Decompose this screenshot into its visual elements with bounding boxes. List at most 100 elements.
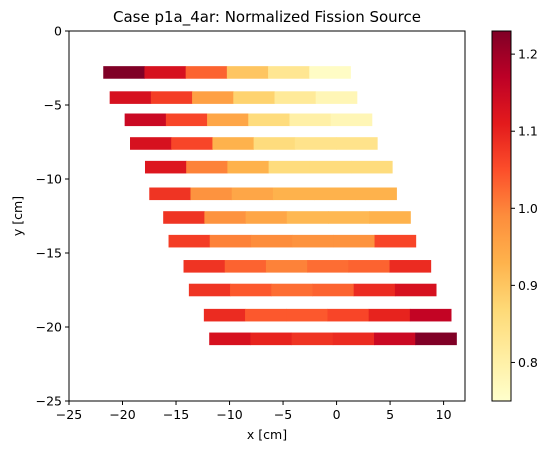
data-row bbox=[163, 211, 411, 224]
heatmap-cell bbox=[394, 283, 437, 297]
heatmap-cell bbox=[224, 260, 267, 273]
heatmap-cell bbox=[130, 137, 172, 150]
heatmap-cell bbox=[369, 211, 411, 224]
y-axis-label: y [cm] bbox=[10, 196, 25, 236]
x-tick-label: −25 bbox=[56, 407, 82, 422]
data-row bbox=[103, 66, 351, 79]
heatmap-cell bbox=[374, 332, 416, 346]
heatmap-cell bbox=[103, 66, 145, 79]
x-tick-label: 5 bbox=[386, 407, 394, 422]
heatmap-cell bbox=[250, 234, 293, 248]
heatmap-cell bbox=[415, 332, 457, 346]
heatmap-cell bbox=[353, 283, 396, 297]
heatmap-cell bbox=[265, 260, 308, 273]
heatmap-cell bbox=[190, 187, 233, 201]
colorbar-tick-label: 0.9 bbox=[518, 278, 538, 293]
heatmap-cell bbox=[409, 308, 452, 322]
heatmap-cell bbox=[226, 66, 269, 79]
x-tick-label: 10 bbox=[436, 407, 452, 422]
y-tick-label: −20 bbox=[36, 320, 62, 335]
heatmap-cell bbox=[348, 260, 390, 273]
plot-area bbox=[103, 66, 457, 346]
heatmap-cell bbox=[186, 160, 228, 174]
data-row bbox=[149, 187, 397, 201]
heatmap-cell bbox=[327, 308, 370, 322]
heatmap-cell bbox=[286, 308, 328, 322]
heatmap-cell bbox=[292, 234, 334, 248]
data-row bbox=[124, 113, 373, 127]
axes-frame bbox=[68, 30, 466, 402]
x-tick-label: 0 bbox=[333, 407, 341, 422]
heatmap-cell bbox=[171, 137, 213, 150]
heatmap-cell bbox=[250, 332, 293, 346]
heatmap-cell bbox=[314, 187, 356, 201]
heatmap-cell bbox=[248, 113, 290, 127]
heatmap-cell bbox=[207, 113, 249, 127]
colorbar-gradient bbox=[491, 30, 512, 402]
heatmap-cell bbox=[336, 137, 378, 150]
x-axis: −25 −20 −15 −10 −5 0 5 10 bbox=[56, 401, 452, 422]
heatmap-cell bbox=[333, 234, 375, 248]
heatmap-cell bbox=[309, 66, 351, 79]
heatmap-cell bbox=[268, 66, 310, 79]
y-tick-label: −5 bbox=[44, 98, 62, 113]
heatmap-cell bbox=[144, 160, 187, 174]
data-row bbox=[203, 308, 452, 322]
heatmap-cell bbox=[150, 91, 193, 104]
heatmap-cell bbox=[312, 283, 355, 297]
heatmap-cell bbox=[245, 308, 287, 322]
data-row bbox=[188, 283, 437, 297]
x-axis-label: x [cm] bbox=[247, 427, 287, 442]
y-tick-label: −10 bbox=[36, 172, 62, 187]
colorbar-tick-label: 1.2 bbox=[518, 47, 538, 62]
colorbar-tick-label: 1.1 bbox=[518, 124, 538, 139]
x-tick-label: −20 bbox=[109, 407, 135, 422]
heatmap-cell bbox=[286, 211, 329, 224]
heatmap-cell bbox=[163, 211, 205, 224]
chart-title: Case p1a_4ar: Normalized Fission Source bbox=[113, 8, 421, 27]
x-tick-label: −15 bbox=[163, 407, 189, 422]
heatmap-cell bbox=[355, 187, 397, 201]
heatmap-cell bbox=[368, 308, 411, 322]
heatmap-cell bbox=[253, 137, 296, 150]
data-row bbox=[168, 234, 417, 248]
heatmap-cell bbox=[274, 91, 317, 104]
heatmap-cell bbox=[227, 160, 270, 174]
heatmap-cell bbox=[149, 187, 191, 201]
heatmap-cell bbox=[183, 260, 226, 273]
heatmap-cell bbox=[289, 113, 332, 127]
heatmap-cell bbox=[332, 332, 375, 346]
heatmap-cell bbox=[204, 211, 246, 224]
data-row bbox=[209, 332, 457, 346]
heatmap-cell bbox=[230, 283, 272, 297]
heatmap-cell bbox=[245, 211, 288, 224]
colorbar-tick-label: 0.8 bbox=[518, 355, 538, 370]
y-tick-label: 0 bbox=[54, 24, 62, 39]
heatmap-cell bbox=[328, 211, 370, 224]
colorbar-tick-label: 1.0 bbox=[518, 201, 538, 216]
x-tick-label: −5 bbox=[274, 407, 292, 422]
heatmap-cell bbox=[203, 308, 246, 322]
heatmap-cell bbox=[307, 260, 349, 273]
y-axis: 0 −5 −10 −15 −20 −25 bbox=[36, 24, 69, 409]
heatmap-cell bbox=[168, 234, 211, 248]
colorbar: 0.8 0.9 1.0 1.1 1.2 bbox=[491, 30, 538, 402]
heatmap-cell bbox=[144, 66, 187, 79]
heatmap-cell bbox=[351, 160, 393, 174]
heatmap-cell bbox=[165, 113, 208, 127]
heatmap-cell bbox=[124, 113, 167, 127]
heatmap-cell bbox=[231, 187, 274, 201]
heatmap-cell bbox=[212, 137, 255, 150]
heatmap-cell bbox=[209, 332, 251, 346]
heatmap-cell bbox=[374, 234, 417, 248]
data-row bbox=[130, 137, 378, 150]
data-row bbox=[144, 160, 393, 174]
heatmap-cell bbox=[309, 160, 352, 174]
heatmap-cell bbox=[192, 91, 234, 104]
heatmap-cell bbox=[272, 187, 315, 201]
heatmap-cell bbox=[209, 234, 252, 248]
x-tick-label: −10 bbox=[216, 407, 242, 422]
heatmap-cell bbox=[330, 113, 373, 127]
heatmap-cell bbox=[271, 283, 313, 297]
